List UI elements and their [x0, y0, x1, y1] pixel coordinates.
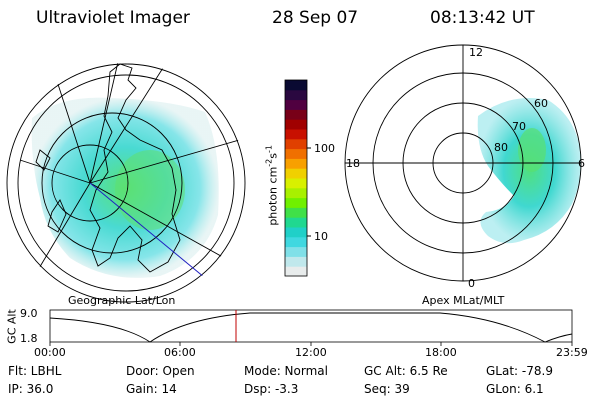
colorbar-segment — [285, 217, 307, 228]
lat-label-60: 60 — [534, 97, 548, 110]
colorbar-segment — [285, 138, 307, 150]
lat-label-70: 70 — [512, 120, 526, 133]
mlt-label-18: 18 — [346, 157, 360, 170]
colorbar-segment — [285, 168, 307, 179]
colorbar — [284, 79, 311, 277]
glat-status: GLat: -78.9 — [486, 364, 553, 378]
colorbar-segment — [285, 197, 307, 208]
altitude-ylabel: GC Alt — [5, 309, 19, 344]
colorbar-segment — [285, 236, 307, 248]
apex-map-caption: Apex MLat/MLT — [422, 294, 505, 307]
mlt-label-6: 6 — [578, 157, 585, 170]
colorbar-segment — [285, 89, 307, 101]
gain-status: Gain: 14 — [126, 382, 177, 396]
colorbar-segment — [285, 109, 307, 120]
xtick-0000: 00:00 — [34, 346, 66, 359]
dsp-status: Dsp: -3.3 — [244, 382, 299, 396]
seq-status: Seq: 39 — [364, 382, 410, 396]
colorbar-segment — [285, 187, 307, 199]
colorbar-segment — [285, 129, 307, 140]
glon-status: GLon: 6.1 — [486, 382, 544, 396]
colorbar-segment — [285, 256, 307, 267]
altitude-ymax: 9.0 — [20, 307, 38, 320]
unit-s: s — [266, 152, 280, 159]
colorbar-segment — [285, 266, 307, 277]
ip-status: IP: 36.0 — [8, 382, 54, 396]
xtick-1200: 12:00 — [295, 346, 327, 359]
apex-map — [344, 44, 582, 282]
altitude-curve — [49, 312, 573, 343]
filter-status: Flt: LBHL — [8, 364, 62, 378]
xtick-1800: 18:00 — [425, 346, 457, 359]
unit-exp2: -1 — [264, 145, 274, 153]
xtick-2359: 23:59 — [556, 346, 588, 359]
date-label: 28 Sep 07 — [272, 8, 359, 28]
colorbar-segment — [285, 246, 307, 257]
colorbar-segment — [285, 148, 307, 159]
colorbar-unit-label: photon cm-2s-1 — [265, 125, 280, 245]
altitude-ymin: 1.8 — [20, 332, 38, 345]
mode-status: Mode: Normal — [244, 364, 328, 378]
mlt-label-0: 0 — [468, 277, 475, 290]
lat-label-80: 80 — [494, 141, 508, 154]
mlt-label-12: 12 — [469, 46, 483, 59]
colorbar-tick-100: 100 — [314, 142, 335, 155]
instrument-title: Ultraviolet Imager — [36, 8, 190, 28]
geo-map — [6, 63, 246, 303]
time-label: 08:13:42 UT — [430, 8, 535, 28]
xtick-0600: 06:00 — [164, 346, 196, 359]
colorbar-segment — [285, 178, 307, 189]
colorbar-segment — [285, 227, 307, 238]
colorbar-segment — [285, 119, 307, 130]
altitude-plot — [49, 309, 573, 346]
gcalt-status: GC Alt: 6.5 Re — [364, 364, 448, 378]
unit-exp1: -2 — [264, 158, 274, 167]
colorbar-segment — [285, 207, 307, 218]
door-status: Door: Open — [126, 364, 195, 378]
colorbar-segment — [285, 158, 307, 169]
colorbar-segment — [285, 99, 307, 110]
unit-base: photon cm — [266, 166, 280, 226]
colorbar-segment — [285, 80, 307, 91]
geo-map-caption: Geographic Lat/Lon — [68, 294, 176, 307]
colorbar-tick-10: 10 — [314, 230, 328, 243]
